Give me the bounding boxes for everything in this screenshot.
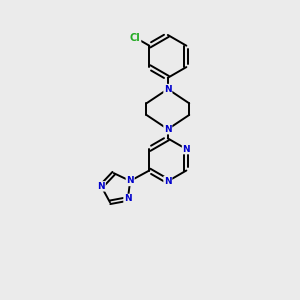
Text: N: N — [183, 145, 190, 154]
Text: Cl: Cl — [130, 32, 140, 43]
Text: N: N — [126, 176, 134, 185]
Text: N: N — [164, 125, 172, 134]
Text: N: N — [98, 182, 105, 191]
Text: N: N — [124, 194, 132, 203]
Text: N: N — [164, 177, 172, 186]
Text: N: N — [164, 85, 172, 94]
